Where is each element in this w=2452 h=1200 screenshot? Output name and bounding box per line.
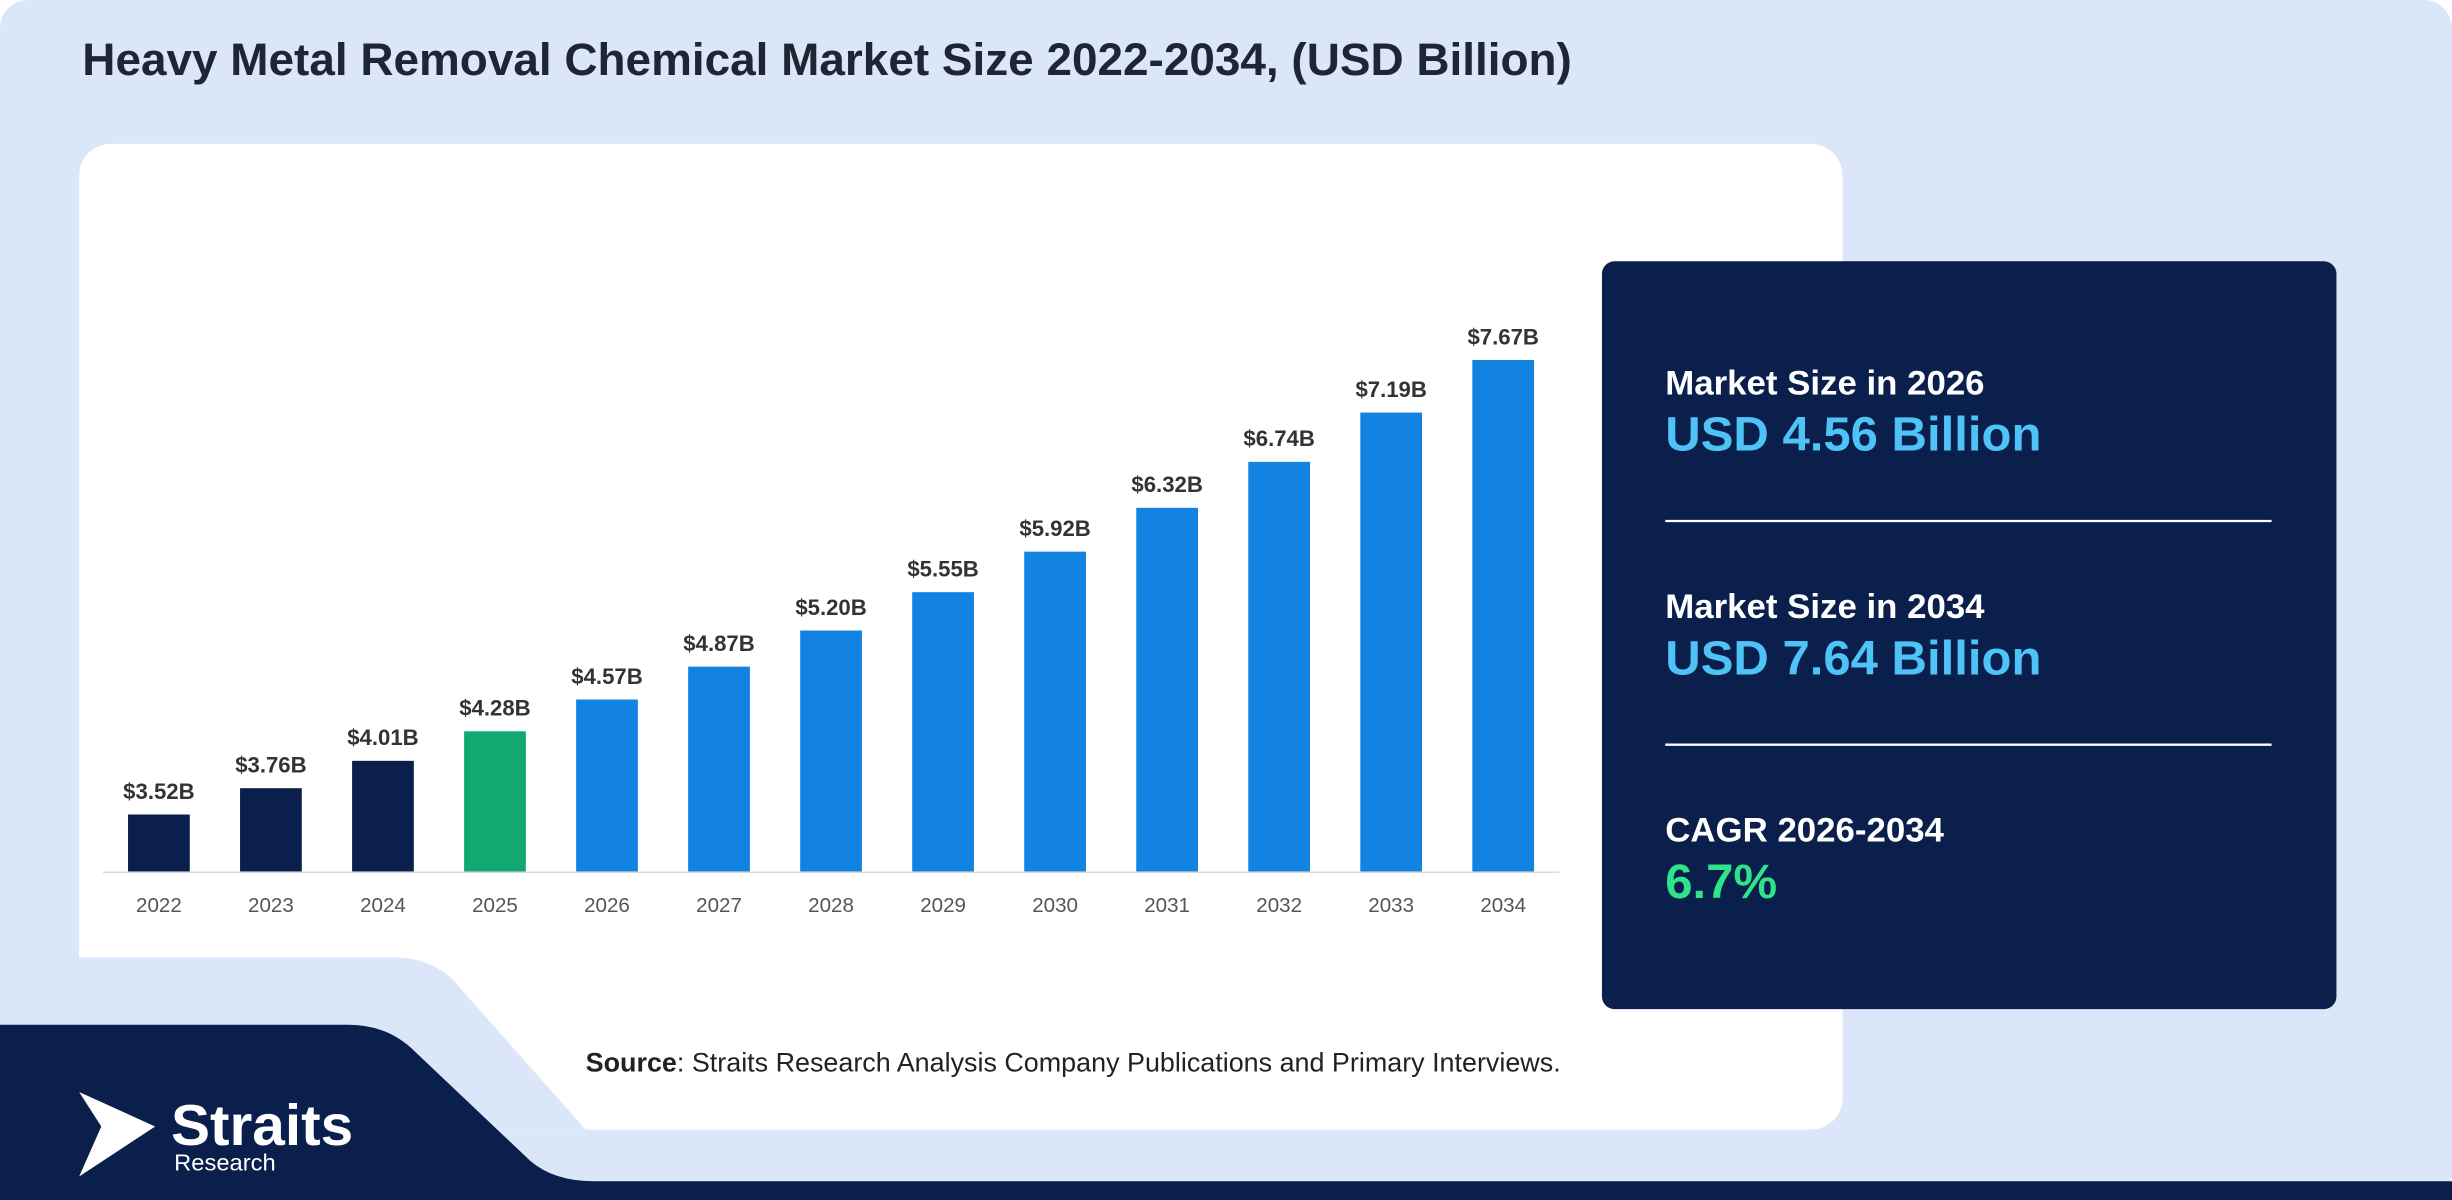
value-label: $4.57B <box>571 664 642 689</box>
bar <box>1248 461 1311 872</box>
bar <box>128 814 190 872</box>
source-text: : Straits Research Analysis Company Publ… <box>677 1048 1561 1078</box>
stat-value: USD 4.56 Billion <box>1665 408 2041 462</box>
bar <box>576 699 638 872</box>
value-label: $3.76B <box>235 753 306 778</box>
value-label: $4.28B <box>459 696 530 721</box>
value-label: $5.92B <box>1019 516 1090 541</box>
bar <box>688 666 750 872</box>
bar <box>240 788 302 872</box>
stats-panel <box>1601 261 2337 1010</box>
stat-value: USD 7.64 Billion <box>1665 632 2041 686</box>
bar <box>464 731 526 872</box>
bar <box>912 592 974 872</box>
value-label: $6.74B <box>1243 426 1314 451</box>
value-label: $6.32B <box>1131 472 1202 497</box>
bar <box>800 630 862 872</box>
x-tick-label: 2027 <box>696 894 742 917</box>
x-tick-label: 2023 <box>248 894 294 917</box>
x-tick-label: 2031 <box>1144 894 1190 917</box>
value-label: $5.20B <box>795 595 866 620</box>
x-tick-label: 2025 <box>472 894 518 917</box>
x-tick-label: 2022 <box>136 894 182 917</box>
bar <box>1136 507 1198 872</box>
stat-label: Market Size in 2026 <box>1665 364 1984 402</box>
stat-value: 6.7% <box>1665 855 1777 909</box>
value-label: $4.01B <box>347 725 418 750</box>
bar <box>1360 412 1423 872</box>
value-label: $4.87B <box>683 631 754 656</box>
x-tick-label: 2030 <box>1032 894 1078 917</box>
x-tick-label: 2024 <box>360 894 406 917</box>
title: Heavy Metal Removal Chemical Market Size… <box>82 34 1572 85</box>
footer-band <box>0 1024 2452 1200</box>
stat-label: CAGR 2026-2034 <box>1665 812 1944 850</box>
logo-mark <box>79 1092 156 1177</box>
bar <box>1472 360 1535 872</box>
logo-name: Straits <box>171 1094 353 1159</box>
value-label: $7.19B <box>1355 377 1426 402</box>
x-tick-label: 2033 <box>1368 894 1414 917</box>
x-tick-label: 2034 <box>1480 894 1526 917</box>
x-tick-label: 2032 <box>1256 894 1302 917</box>
bar <box>1024 551 1086 872</box>
bar <box>352 760 414 872</box>
stat-label: Market Size in 2034 <box>1665 588 1985 626</box>
source-note: Source: Straits Research Analysis Compan… <box>586 1048 1561 1078</box>
value-label: $3.52B <box>123 779 194 804</box>
x-tick-label: 2029 <box>920 894 966 917</box>
logo-sub: Research <box>174 1150 276 1176</box>
source-label: Source <box>586 1048 677 1078</box>
value-label: $5.55B <box>907 557 978 582</box>
x-tick-label: 2026 <box>584 894 630 917</box>
value-label: $7.67B <box>1467 324 1538 349</box>
x-tick-label: 2028 <box>808 894 854 917</box>
